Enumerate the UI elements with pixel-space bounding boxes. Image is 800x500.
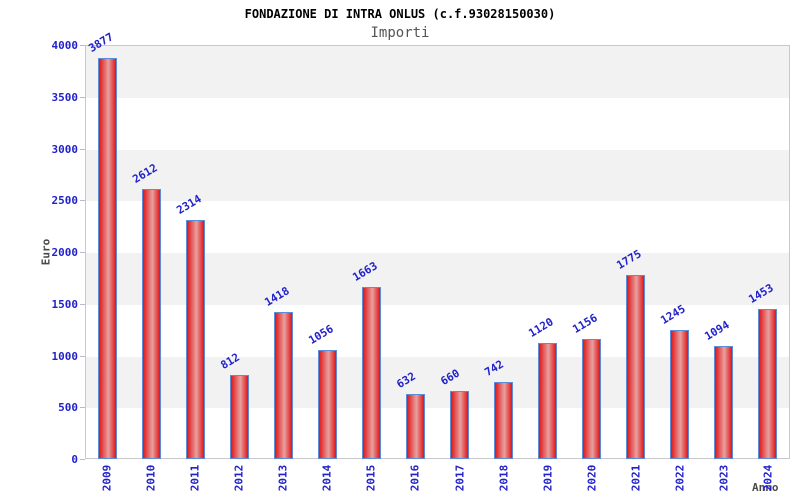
y-tick-label: 2500 [51,194,79,208]
x-tick-label: 2020 [585,464,599,492]
x-tick-label: 2022 [673,464,687,492]
grid-band [86,149,789,202]
x-tick-label: 2015 [364,464,378,492]
bar [229,374,249,459]
x-tick-label: 2010 [144,464,158,492]
y-tick-mark [80,303,85,305]
x-tick-label: 2012 [232,464,246,492]
bar [758,308,778,459]
bar [405,393,425,459]
bar [626,275,646,459]
y-tick-label: 0 [71,453,78,466]
x-tick-label: 2023 [717,464,731,492]
y-tick-label: 3500 [51,90,79,104]
bar [670,330,690,459]
y-tick-mark [80,355,85,357]
y-tick-mark [80,200,85,202]
bar [97,57,117,459]
chart-title: FONDAZIONE DI INTRA ONLUS (c.f.930281500… [244,7,556,21]
x-tick-label: 2011 [188,464,202,492]
y-tick-mark [80,148,85,150]
x-tick-label: 2021 [629,464,643,492]
x-tick-label: 2018 [497,464,511,492]
y-tick-label: 3000 [51,142,79,156]
y-tick-mark [80,45,85,46]
x-tick-label: 2024 [761,464,775,492]
x-tick-label: 2017 [453,464,467,492]
x-tick-label: 2019 [541,464,555,492]
y-tick-label: 1000 [51,349,79,363]
x-axis-title: Anno [752,481,779,494]
y-tick-label: 2000 [51,246,79,259]
bar [538,343,558,459]
grid-band [86,46,789,98]
bar [494,382,514,459]
bar [317,349,337,459]
y-tick-mark [80,252,85,253]
y-tick-mark [80,459,85,460]
y-tick-label: 500 [58,401,78,415]
bar [450,390,470,459]
y-tick-mark [80,96,85,98]
y-tick-label: 4000 [51,39,79,52]
chart-subtitle: Importi [370,25,430,41]
x-tick-label: 2013 [276,464,290,492]
y-tick-mark [80,407,85,409]
bar [714,345,734,459]
bar [582,339,602,459]
bar [141,188,161,459]
y-tick-label: 1500 [51,297,79,311]
bar [273,312,293,459]
x-tick-label: 2009 [100,464,114,492]
bar [361,286,381,459]
x-tick-label: 2016 [408,464,422,492]
bar [185,219,205,459]
x-tick-label: 2014 [320,464,334,492]
